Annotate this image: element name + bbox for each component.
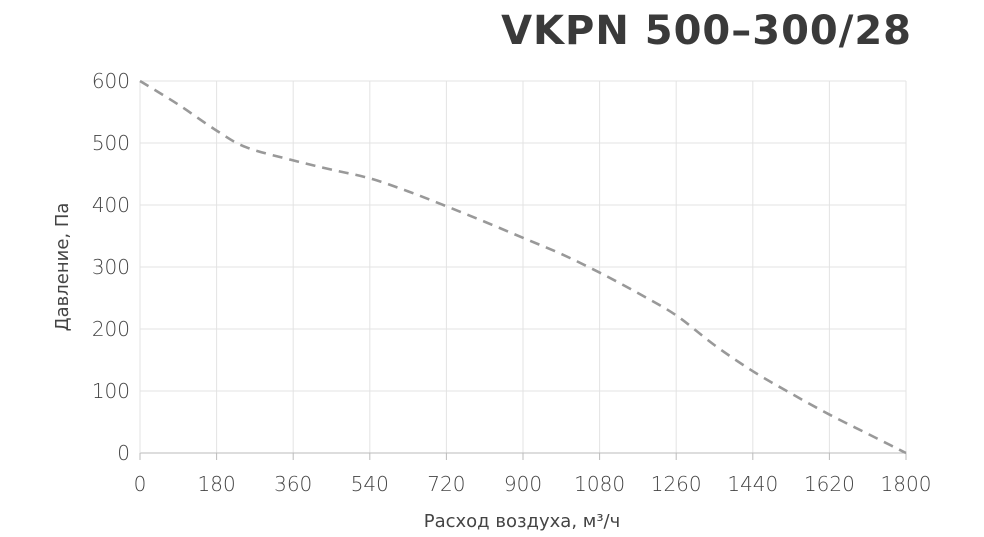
y-tick-label: 0 — [117, 441, 130, 465]
x-axis-label: Расход воздуха, м³/ч — [424, 511, 621, 532]
grid — [140, 80, 907, 453]
y-tick-labels: 0 100 200 300 400 500 600 — [92, 69, 130, 465]
axes — [139, 81, 907, 460]
x-tick-label: 540 — [351, 472, 389, 496]
series-line — [139, 79, 907, 455]
x-tick-label: 720 — [427, 472, 465, 496]
y-tick-label: 500 — [92, 131, 130, 155]
x-tick-label: 1440 — [727, 472, 778, 496]
series — [139, 79, 907, 455]
y-axis-label: Давление, Па — [52, 203, 73, 332]
x-tick-label: 1800 — [881, 472, 932, 496]
y-tick-label: 200 — [92, 317, 130, 341]
x-tick-label: 180 — [198, 472, 236, 496]
y-tick-label: 400 — [92, 193, 130, 217]
y-tick-label: 300 — [92, 255, 130, 279]
x-tick-label: 1620 — [804, 472, 855, 496]
y-tick-label: 600 — [92, 69, 130, 93]
x-tick-label: 360 — [274, 472, 312, 496]
x-tick-label: 0 — [134, 472, 147, 496]
x-tick-label: 1260 — [651, 472, 702, 496]
y-tick-label: 100 — [92, 379, 130, 403]
x-tick-label: 1080 — [574, 472, 625, 496]
chart-title: VKPN 500–300/28 — [501, 8, 912, 54]
x-tick-labels: 0 180 360 540 720 900 1080 1260 1440 1620 1800 — [134, 472, 932, 496]
x-tick-label: 900 — [504, 472, 542, 496]
